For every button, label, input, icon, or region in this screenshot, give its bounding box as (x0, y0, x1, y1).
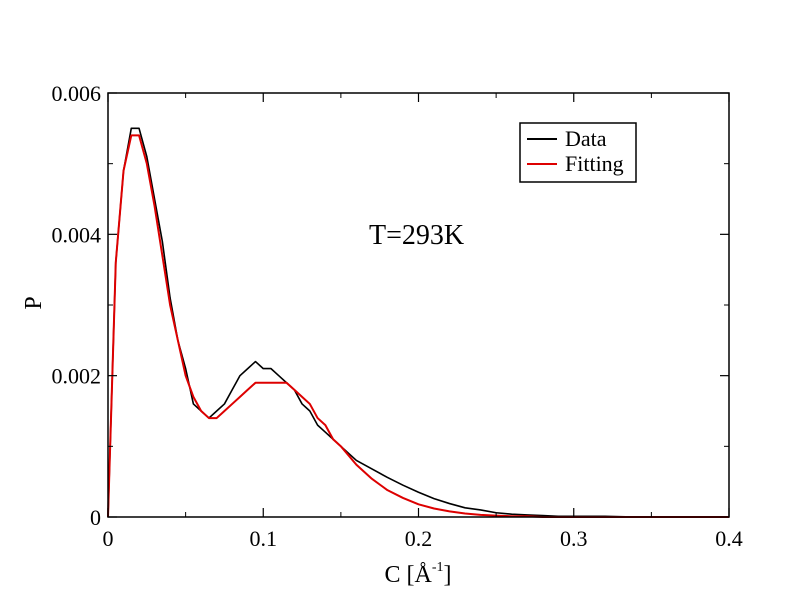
x-axis: 0 0.1 0.2 0.3 0.4 (103, 93, 743, 551)
y-tick-label: 0.006 (52, 81, 102, 106)
y-tick-label: 0.004 (52, 222, 102, 247)
x-tick-label: 0.3 (560, 526, 588, 551)
legend-label-fitting: Fitting (565, 151, 624, 176)
x-tick-label: 0.1 (250, 526, 278, 551)
legend-label-data: Data (565, 126, 607, 151)
x-tick-label: 0.4 (715, 526, 743, 551)
legend: Data Fitting (519, 122, 637, 183)
temperature-annotation: T=293K (369, 220, 464, 251)
x-tick-label: 0 (103, 526, 114, 551)
x-axis-label-sup: -1 (432, 560, 444, 575)
series-line-fitting (107, 134, 729, 518)
y-axis-label: P (21, 296, 47, 309)
x-axis-label: C [Å-1] (384, 560, 451, 588)
y-axis: 0 0.002 0.004 0.006 (52, 81, 729, 530)
series-line-data (107, 127, 729, 518)
legend-box (519, 122, 637, 183)
plot-lines (107, 127, 729, 518)
x-tick-label: 0.2 (405, 526, 433, 551)
x-axis-label-close: ] (444, 562, 452, 588)
x-axis-label-main: C [Å (384, 562, 432, 588)
y-tick-label: 0 (90, 505, 101, 530)
y-tick-label: 0.002 (52, 364, 102, 389)
